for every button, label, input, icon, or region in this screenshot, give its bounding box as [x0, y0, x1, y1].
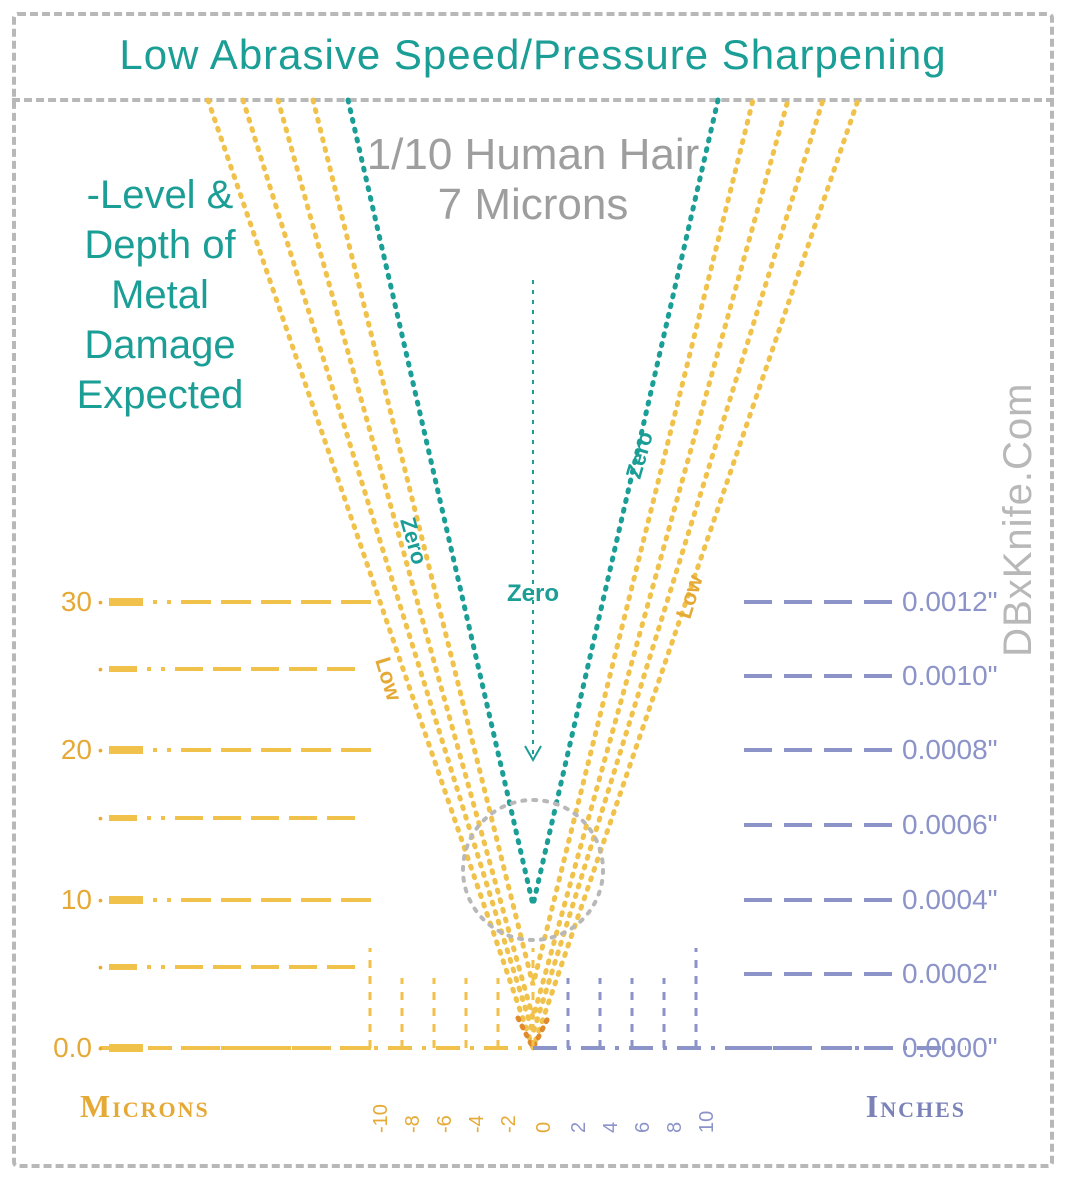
- x-tick-label: 4: [600, 1122, 623, 1133]
- right-tick: 0.0000": [732, 1032, 1022, 1064]
- left-tick: 30 •: [42, 586, 381, 618]
- left-tick-label: 0.0: [42, 1032, 92, 1064]
- tick-dash-row: [109, 660, 365, 678]
- tick-dash-row: [109, 958, 365, 976]
- x-tick-label: 10: [696, 1111, 719, 1133]
- x-tick-label: -8: [402, 1115, 425, 1133]
- tick-dot: •: [98, 742, 103, 758]
- left-tick-label: 30: [42, 586, 92, 618]
- x-tick-label: 6: [632, 1122, 655, 1133]
- right-tick: 0.0012": [732, 586, 1022, 618]
- tick-dash-row: [732, 891, 892, 909]
- left-tick: •: [42, 809, 365, 827]
- left-tick: 0.0 •: [42, 1032, 381, 1064]
- tick-dot: •: [98, 810, 103, 826]
- right-tick-label: 0.0008": [902, 734, 1022, 766]
- right-tick: 0.0002": [732, 958, 1022, 990]
- angled-label: Zero: [621, 429, 658, 482]
- right-tick: 0.0004": [732, 884, 1022, 916]
- tick-dash-row: [732, 741, 892, 759]
- tick-dash-row: [732, 965, 892, 983]
- x-tick-label: -10: [370, 1104, 393, 1133]
- angled-label: Low: [671, 571, 708, 621]
- right-tick-label: 0.0012": [902, 586, 1022, 618]
- right-tick: 0.0010": [732, 660, 1022, 692]
- tick-dash-row: [109, 809, 365, 827]
- x-tick-label: -6: [434, 1115, 457, 1133]
- x-tick-label: -2: [498, 1115, 521, 1133]
- right-tick-label: 0.0006": [902, 809, 1022, 841]
- right-tick-label: 0.0000": [902, 1032, 1022, 1064]
- left-tick-label: 10: [42, 884, 92, 916]
- tick-dash-row: [109, 891, 381, 909]
- x-tick-label: 8: [664, 1122, 687, 1133]
- tick-dash-row: [732, 593, 892, 611]
- left-tick-label: 20: [42, 734, 92, 766]
- tick-dot: •: [98, 892, 103, 908]
- x-tick-label: 2: [568, 1122, 591, 1133]
- tick-dash-row: [732, 667, 892, 685]
- x-tick-label: -4: [466, 1115, 489, 1133]
- right-tick-label: 0.0004": [902, 884, 1022, 916]
- tick-dot: •: [98, 959, 103, 975]
- x-tick-label: 0: [533, 1122, 556, 1133]
- left-tick: 20 •: [42, 734, 381, 766]
- right-tick-label: 0.0002": [902, 958, 1022, 990]
- right-tick: 0.0008": [732, 734, 1022, 766]
- right-tick-label: 0.0010": [902, 660, 1022, 692]
- left-tick: 10 •: [42, 884, 381, 916]
- tick-dash-row: [109, 741, 381, 759]
- tick-dash-row: [732, 1039, 892, 1057]
- left-tick: •: [42, 660, 365, 678]
- tick-dash-row: [109, 1039, 381, 1057]
- tick-dot: •: [98, 661, 103, 677]
- tick-dot: •: [98, 1040, 103, 1056]
- right-tick: 0.0006": [732, 809, 1022, 841]
- tick-dash-row: [732, 816, 892, 834]
- left-tick: •: [42, 958, 365, 976]
- tick-dash-row: [109, 593, 381, 611]
- tick-dot: •: [98, 594, 103, 610]
